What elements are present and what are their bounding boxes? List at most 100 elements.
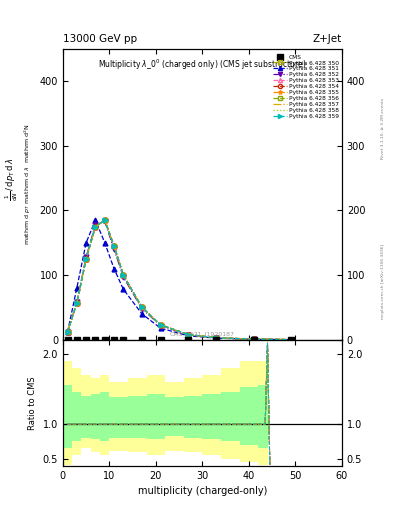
Pythia 6.428 356: [214, 335, 219, 341]
Pythia 6.428 351: [121, 286, 126, 292]
Pythia 6.428 355: [112, 243, 116, 249]
Text: Z+Jet: Z+Jet: [313, 33, 342, 44]
Pythia 6.428 350: [112, 243, 116, 249]
Pythia 6.428 352: [121, 274, 126, 280]
Pythia 6.428 351: [186, 333, 191, 339]
Pythia 6.428 350: [102, 217, 107, 223]
Pythia 6.428 352: [75, 299, 79, 305]
Pythia 6.428 359: [65, 329, 70, 335]
Pythia 6.428 353: [158, 322, 163, 328]
Pythia 6.428 357: [102, 217, 107, 223]
Pythia 6.428 353: [140, 304, 144, 310]
Pythia 6.428 359: [251, 336, 256, 342]
Pythia 6.428 354: [214, 335, 219, 341]
Pythia 6.428 353: [112, 243, 116, 249]
Pythia 6.428 353: [93, 223, 98, 229]
Pythia 6.428 358: [93, 223, 98, 229]
Pythia 6.428 357: [186, 331, 191, 337]
Line: Pythia 6.428 356: Pythia 6.428 356: [65, 218, 293, 342]
Pythia 6.428 358: [75, 300, 79, 306]
Line: Pythia 6.428 357: Pythia 6.428 357: [68, 220, 291, 339]
Text: Rivet 3.1.10, ≥ 3.2M events: Rivet 3.1.10, ≥ 3.2M events: [381, 97, 385, 159]
Line: Pythia 6.428 353: Pythia 6.428 353: [65, 218, 293, 342]
Pythia 6.428 358: [214, 335, 219, 341]
Pythia 6.428 352: [112, 246, 116, 252]
Pythia 6.428 355: [186, 331, 191, 337]
Pythia 6.428 359: [186, 331, 191, 337]
Pythia 6.428 355: [65, 329, 70, 335]
Pythia 6.428 356: [158, 322, 163, 328]
Pythia 6.428 358: [186, 331, 191, 337]
Pythia 6.428 354: [112, 243, 116, 249]
Pythia 6.428 357: [93, 223, 98, 229]
CMS: [84, 337, 88, 343]
Pythia 6.428 356: [251, 336, 256, 342]
Pythia 6.428 350: [214, 335, 219, 341]
Pythia 6.428 356: [75, 300, 79, 306]
Pythia 6.428 352: [84, 254, 88, 260]
Pythia 6.428 359: [140, 304, 144, 310]
Pythia 6.428 355: [140, 304, 144, 310]
Text: Multiplicity $\lambda\_0^0$ (charged only) (CMS jet substructure): Multiplicity $\lambda\_0^0$ (charged onl…: [98, 57, 307, 72]
Pythia 6.428 359: [102, 217, 107, 223]
Pythia 6.428 356: [140, 304, 144, 310]
Pythia 6.428 354: [93, 223, 98, 229]
X-axis label: multiplicity (charged-only): multiplicity (charged-only): [138, 486, 267, 496]
Pythia 6.428 351: [158, 325, 163, 331]
Pythia 6.428 354: [251, 336, 256, 342]
Pythia 6.428 359: [121, 272, 126, 278]
Pythia 6.428 359: [93, 223, 98, 229]
Pythia 6.428 351: [251, 336, 256, 343]
Pythia 6.428 353: [102, 217, 107, 223]
Pythia 6.428 357: [251, 336, 256, 342]
Pythia 6.428 350: [75, 300, 79, 306]
Pythia 6.428 350: [84, 256, 88, 262]
Pythia 6.428 350: [65, 329, 70, 335]
Pythia 6.428 354: [158, 322, 163, 328]
Pythia 6.428 358: [140, 304, 144, 310]
Pythia 6.428 357: [288, 336, 293, 343]
Pythia 6.428 354: [102, 217, 107, 223]
Pythia 6.428 358: [251, 336, 256, 342]
Pythia 6.428 352: [140, 306, 144, 312]
Pythia 6.428 351: [75, 285, 79, 291]
Pythia 6.428 357: [75, 300, 79, 306]
Pythia 6.428 358: [121, 272, 126, 278]
Pythia 6.428 359: [158, 322, 163, 328]
Pythia 6.428 356: [121, 272, 126, 278]
Pythia 6.428 357: [121, 272, 126, 278]
CMS: [112, 337, 116, 343]
Legend: CMS, Pythia 6.428 350, Pythia 6.428 351, Pythia 6.428 352, Pythia 6.428 353, Pyt: CMS, Pythia 6.428 350, Pythia 6.428 351,…: [270, 52, 342, 121]
Pythia 6.428 354: [84, 256, 88, 262]
Pythia 6.428 357: [158, 322, 163, 328]
Pythia 6.428 351: [65, 329, 70, 335]
Pythia 6.428 353: [186, 331, 191, 337]
Pythia 6.428 354: [121, 272, 126, 278]
Pythia 6.428 355: [158, 322, 163, 328]
Line: Pythia 6.428 358: Pythia 6.428 358: [68, 220, 291, 339]
Pythia 6.428 356: [112, 243, 116, 249]
Text: mathrm d $p_T$ mathrm d $\lambda$: mathrm d $p_T$ mathrm d $\lambda$: [23, 165, 32, 245]
Pythia 6.428 359: [288, 336, 293, 343]
Pythia 6.428 353: [288, 336, 293, 343]
Pythia 6.428 351: [140, 311, 144, 317]
Pythia 6.428 351: [288, 336, 293, 343]
Pythia 6.428 358: [158, 322, 163, 328]
Pythia 6.428 353: [251, 336, 256, 342]
Pythia 6.428 355: [251, 336, 256, 342]
Pythia 6.428 355: [84, 256, 88, 262]
CMS: [186, 337, 191, 343]
Pythia 6.428 351: [214, 335, 219, 341]
Text: mathrm d$^2$N: mathrm d$^2$N: [23, 123, 32, 163]
Pythia 6.428 352: [214, 335, 219, 341]
Pythia 6.428 355: [93, 223, 98, 229]
Pythia 6.428 356: [93, 223, 98, 229]
Pythia 6.428 350: [158, 322, 163, 328]
Pythia 6.428 358: [84, 256, 88, 262]
Pythia 6.428 354: [75, 300, 79, 306]
Text: mcplots.cern.ch [arXiv:1306.3436]: mcplots.cern.ch [arXiv:1306.3436]: [381, 244, 385, 319]
Pythia 6.428 359: [84, 256, 88, 262]
CMS: [158, 337, 163, 343]
Pythia 6.428 353: [121, 272, 126, 278]
Text: 13000 GeV pp: 13000 GeV pp: [63, 33, 137, 44]
